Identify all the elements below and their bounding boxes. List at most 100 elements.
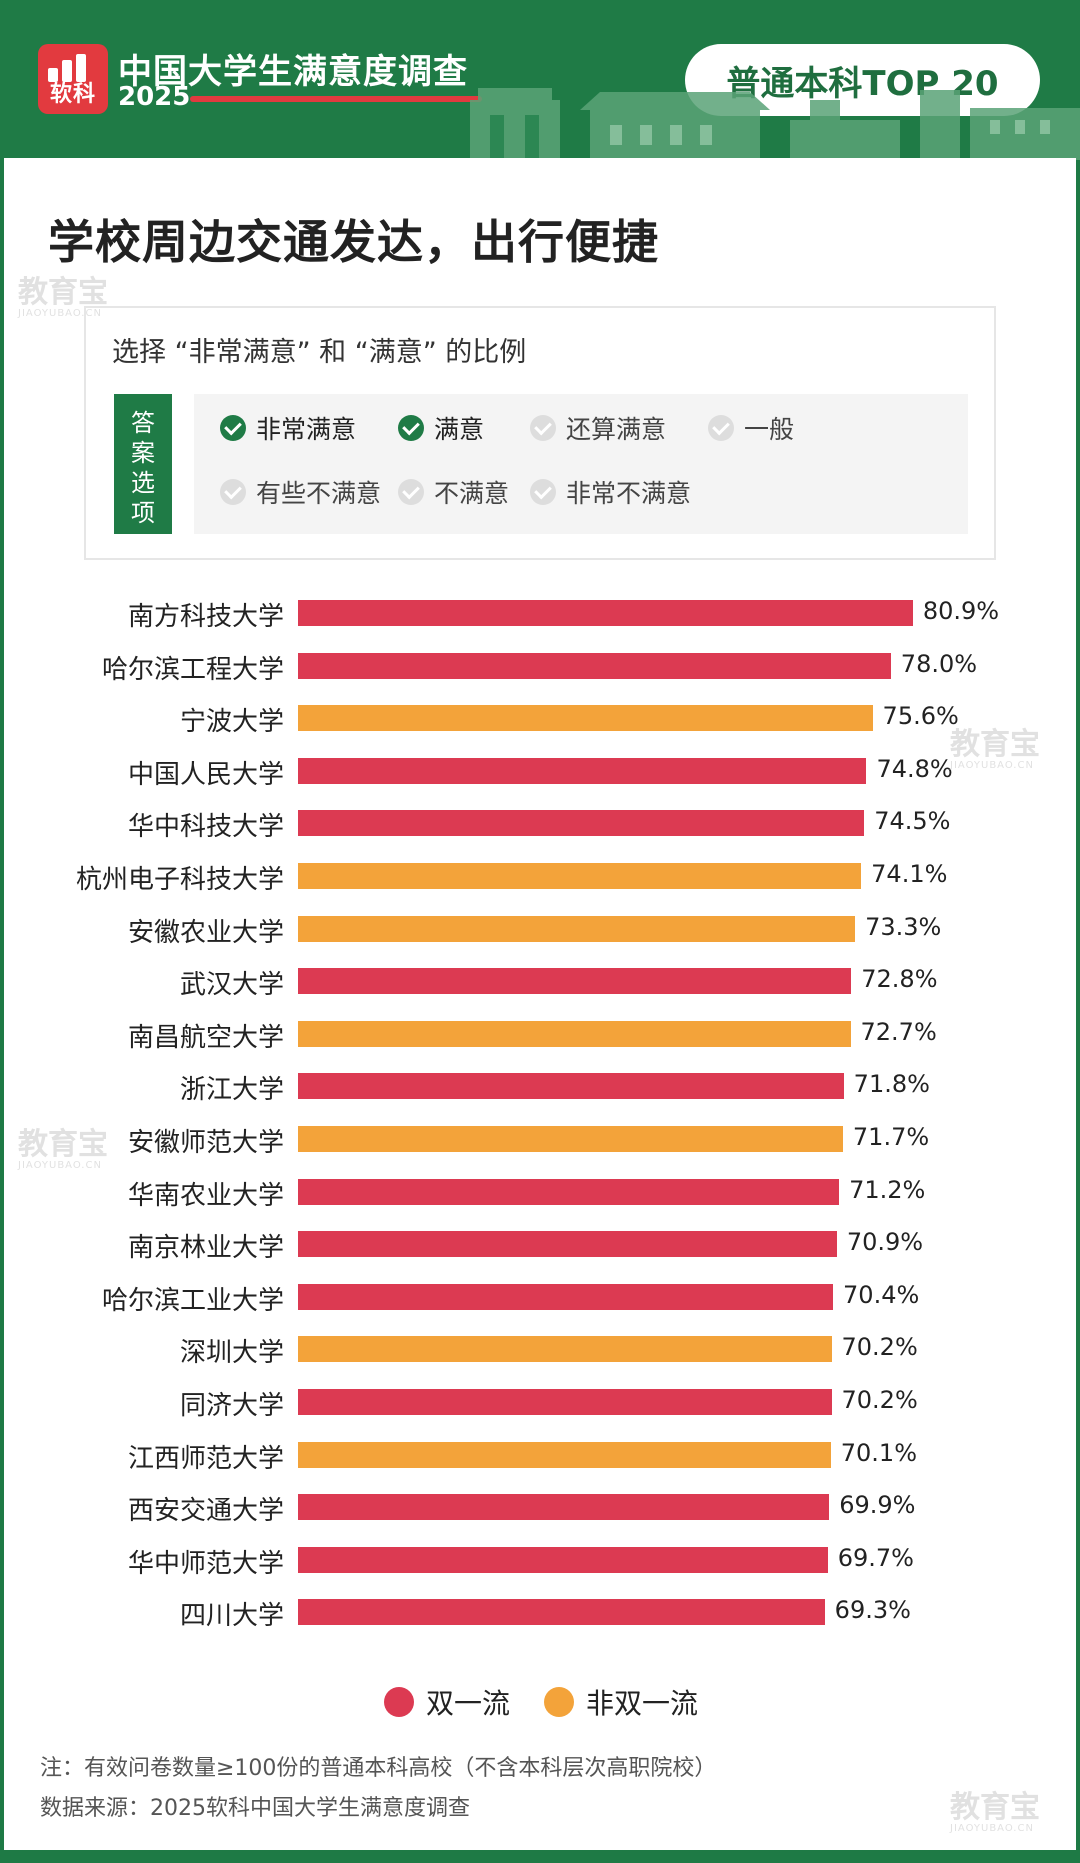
category-label: 宁波大学 (179, 707, 284, 738)
bottom-border (0, 1850, 1080, 1863)
legend-swatch (544, 1687, 575, 1717)
check-icon (530, 479, 556, 505)
bar (298, 1546, 828, 1573)
category-label: 江西师范大学 (127, 1443, 284, 1474)
check-icon (398, 479, 424, 505)
category-label: 华中科技大学 (127, 812, 284, 843)
bar (298, 968, 852, 995)
category-label: 安徽农业大学 (127, 917, 284, 948)
value-label: 70.2% (841, 1386, 918, 1414)
value-label: 74.5% (874, 807, 951, 836)
bar (298, 1441, 831, 1468)
value-label: 70.4% (843, 1280, 920, 1309)
option-label: 有些不满意 (256, 479, 382, 508)
option-very-satisfied: 非常满意 (220, 410, 356, 446)
category-label: 中国人民大学 (127, 759, 284, 790)
check-icon (530, 415, 556, 441)
footnote: 注：有效问卷数量≥100份的普通本科高校（不含本科层次高职院校） (40, 1756, 717, 1781)
value-label: 71.7% (852, 1123, 930, 1151)
check-icon (220, 479, 246, 505)
option-neutral: 一般 (708, 410, 794, 446)
answer-options: 非常满意 满意 还算满意 一般 有些不满意 不满意 (194, 394, 968, 534)
bar-chart-icon (48, 54, 98, 82)
bar (298, 600, 913, 626)
campus-buildings-illustration (470, 88, 1080, 160)
option-dissatisfied: 不满意 (398, 474, 509, 510)
category-label: 西安交通大学 (127, 1496, 284, 1527)
value-label: 69.7% (837, 1543, 914, 1572)
value-label: 70.1% (840, 1438, 917, 1467)
bar (298, 1073, 844, 1100)
option-fairly-satisfied: 还算满意 (530, 410, 666, 446)
value-label: 69.3% (834, 1596, 911, 1625)
legend-swatch (384, 1687, 414, 1717)
bar (298, 1283, 834, 1310)
option-label: 一般 (744, 415, 795, 444)
category-label: 哈尔滨工业大学 (101, 1285, 284, 1316)
value-label: 71.8% (853, 1070, 930, 1099)
option-label: 不满意 (434, 479, 510, 508)
title-underline (190, 96, 482, 102)
bar (298, 1020, 851, 1047)
category-label: 南京林业大学 (127, 1233, 284, 1264)
content-card: 学校周边交通发达，出行便捷 选择 “非常满意” 和 “满意” 的比例 答案选项 … (4, 158, 1076, 1850)
header-banner: 软科 中国大学生满意度调查 2025 普通本科TOP 20 (0, 0, 1080, 160)
option-satisfied: 满意 (398, 410, 484, 446)
bar (298, 1599, 825, 1626)
value-label: 72.8% (861, 965, 938, 994)
logo-text: 软科 (49, 82, 96, 107)
bar (298, 1231, 837, 1258)
legend-item-non-double-first-class: 非双一流 (544, 1682, 698, 1722)
value-label: 72.7% (860, 1017, 937, 1046)
bar (298, 1126, 843, 1152)
category-label: 四川大学 (179, 1601, 284, 1632)
shanghairanking-logo: 软科 (38, 44, 108, 114)
category-label: 武汉大学 (179, 970, 284, 1001)
legend-label: 双一流 (426, 1687, 511, 1720)
option-label: 满意 (434, 415, 485, 444)
bar (298, 810, 865, 837)
data-source: 数据来源：2025软科中国大学生满意度调查 (40, 1796, 470, 1821)
answer-options-tag: 答案选项 (114, 394, 172, 534)
value-label: 74.1% (871, 860, 948, 888)
option-label: 非常不满意 (566, 479, 692, 508)
chart-legend: 双一流 非双一流 (384, 1682, 732, 1722)
category-label: 哈尔滨工程大学 (101, 654, 284, 685)
check-icon (708, 415, 734, 441)
value-label: 80.9% (922, 597, 1000, 625)
bar-chart: 南方科技大学 80.9% 哈尔滨工程大学 78.0% 宁波大学 75.6% 中国人民大学 74… (4, 588, 1076, 1798)
category-label: 深圳大学 (179, 1338, 284, 1369)
watermark: 教育宝 JIAOYUBAO.CN (950, 1790, 1040, 1835)
bar (298, 1178, 840, 1205)
legend-label: 非双一流 (586, 1687, 699, 1720)
legend-item-double-first-class: 双一流 (384, 1682, 510, 1722)
bar (298, 915, 856, 942)
option-label: 还算满意 (566, 415, 667, 444)
category-label: 浙江大学 (179, 1075, 284, 1106)
category-label: 杭州电子科技大学 (75, 865, 284, 895)
value-label: 74.8% (876, 754, 953, 783)
check-icon (398, 415, 424, 441)
bar (298, 652, 891, 679)
option-very-dissatisfied: 非常不满意 (530, 474, 691, 510)
watermark: 教育宝 JIAOYUBAO.CN (950, 727, 1040, 772)
bar (298, 1336, 832, 1363)
value-label: 71.2% (849, 1175, 926, 1204)
bar (298, 705, 873, 732)
survey-year: 2025 (118, 82, 191, 112)
category-label: 南方科技大学 (127, 602, 284, 632)
category-label: 安徽师范大学 (127, 1128, 284, 1158)
value-label: 69.9% (839, 1491, 916, 1520)
value-label: 78.0% (900, 649, 978, 678)
bar (298, 1389, 832, 1415)
category-label: 华南农业大学 (127, 1180, 284, 1211)
value-label: 70.2% (841, 1333, 918, 1362)
answer-options-tag-text: 答案选项 (131, 409, 155, 527)
category-label: 南昌航空大学 (127, 1022, 284, 1053)
watermark: 教育宝 JIAOYUBAO.CN (18, 275, 108, 320)
bar (298, 863, 862, 889)
question-text: 选择 “非常满意” 和 “满意” 的比例 (112, 337, 527, 368)
category-label: 华中师范大学 (127, 1548, 284, 1579)
bar (298, 1494, 830, 1521)
question-box: 选择 “非常满意” 和 “满意” 的比例 答案选项 非常满意 满意 还算满意 一… (84, 306, 996, 560)
